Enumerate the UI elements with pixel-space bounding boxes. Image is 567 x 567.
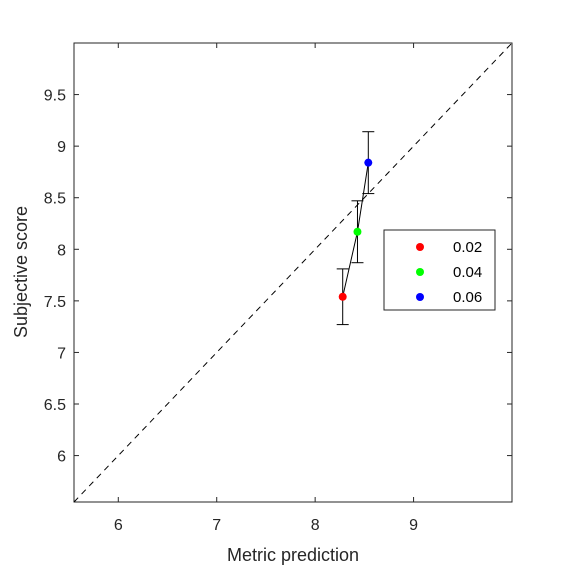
legend-marker (416, 243, 424, 251)
y-tick-label: 8 (57, 242, 66, 259)
reference-line-layer (73, 42, 513, 503)
x-tick-label: 8 (311, 517, 320, 534)
data-point (353, 227, 362, 236)
y-tick-label: 9.5 (44, 88, 66, 105)
legend-marker (416, 293, 424, 301)
y-tick-label: 7.5 (44, 294, 66, 311)
x-tick-label: 9 (409, 517, 418, 534)
legend-label: 0.06 (453, 289, 482, 306)
legend-label: 0.04 (453, 264, 482, 281)
x-axis-label: Metric prediction (227, 545, 359, 565)
legend-entries: 0.02 0.04 0.06 (416, 239, 482, 306)
y-axis-label: Subjective score (11, 206, 31, 338)
y-tick-label: 7 (57, 345, 66, 362)
x-axis-ticks: 6 7 8 9 (114, 43, 418, 534)
data-point-layer (338, 158, 373, 301)
legend-marker (416, 268, 424, 276)
data-point (364, 158, 373, 167)
x-tick-label: 6 (114, 517, 123, 534)
y-tick-label: 8.5 (44, 191, 66, 208)
x-tick-label: 7 (212, 517, 221, 534)
y-tick-label: 6 (57, 449, 66, 466)
data-point (338, 292, 347, 301)
y-axis-ticks: 6 6.5 7 7.5 8 8.5 9 9.5 (44, 88, 512, 466)
legend-label: 0.02 (453, 239, 482, 256)
legend-box (383, 229, 496, 311)
reference-line (73, 42, 513, 503)
legend: 0.02 0.04 0.06 (383, 229, 496, 311)
y-tick-label: 6.5 (44, 397, 66, 414)
y-tick-label: 9 (57, 139, 66, 156)
